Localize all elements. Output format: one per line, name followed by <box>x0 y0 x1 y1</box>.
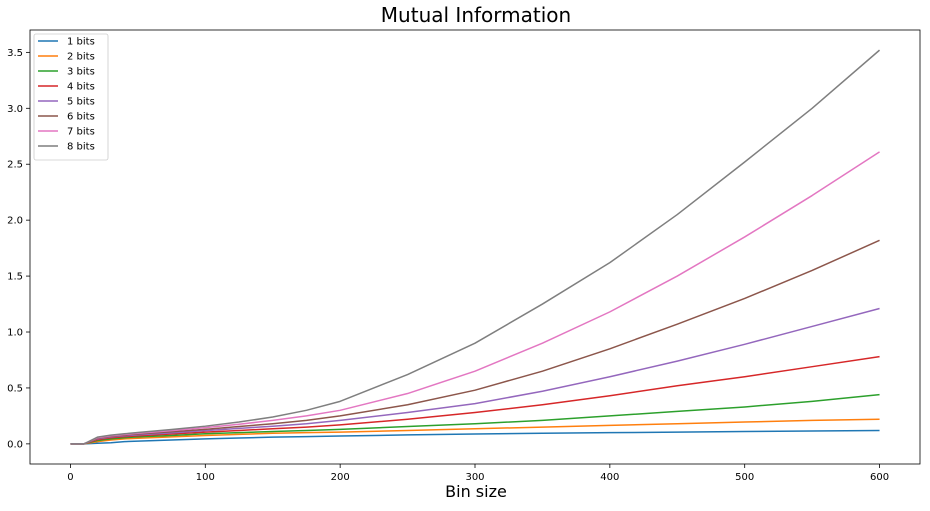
y-tick-label: 0.0 <box>7 439 23 450</box>
series-layer <box>70 49 881 445</box>
legend-label: 4 bits <box>67 82 95 93</box>
y-tick-label: 3.0 <box>7 104 23 115</box>
legend-label: 2 bits <box>67 52 95 63</box>
legend-label: 8 bits <box>67 142 95 153</box>
plot-area <box>29 29 921 465</box>
x-tick-label: 500 <box>735 472 754 483</box>
series-line-8 <box>70 49 881 445</box>
x-tick-label: 200 <box>331 472 350 483</box>
legend-label: 7 bits <box>67 127 95 138</box>
legend-label: 6 bits <box>67 112 95 123</box>
legend-label: 5 bits <box>67 97 95 108</box>
series-line-2 <box>70 418 880 445</box>
x-axis-label: Bin size <box>445 482 507 501</box>
legend-label: 3 bits <box>67 67 95 78</box>
y-axis-ticks: 0.0 0.5 1.0 1.5 2.0 2.5 3.0 3.5 <box>7 48 30 450</box>
series-line-1 <box>70 429 880 445</box>
series-line-3 <box>70 393 880 445</box>
x-tick-label: 0 <box>67 472 73 483</box>
y-tick-label: 2.0 <box>7 216 23 227</box>
legend-label: 1 bits <box>67 37 95 48</box>
y-tick-label: 0.5 <box>7 383 23 394</box>
y-tick-label: 2.5 <box>7 160 23 171</box>
y-tick-label: 3.5 <box>7 48 23 59</box>
chart-title: Mutual Information <box>381 3 571 27</box>
legend-box <box>33 33 109 161</box>
y-tick-label: 1.0 <box>7 328 23 339</box>
x-tick-label: 100 <box>196 472 215 483</box>
y-tick-label: 1.5 <box>7 272 23 283</box>
x-tick-label: 600 <box>870 472 889 483</box>
legend: 1 bits 2 bits 3 bits 4 bits 5 bits 6 bits 7 bi… <box>33 33 109 161</box>
x-tick-label: 400 <box>600 472 619 483</box>
x-axis-ticks: 0 100 200 300 400 500 600 <box>67 464 889 483</box>
x-tick-label: 300 <box>465 472 484 483</box>
series-line-4 <box>70 355 880 445</box>
